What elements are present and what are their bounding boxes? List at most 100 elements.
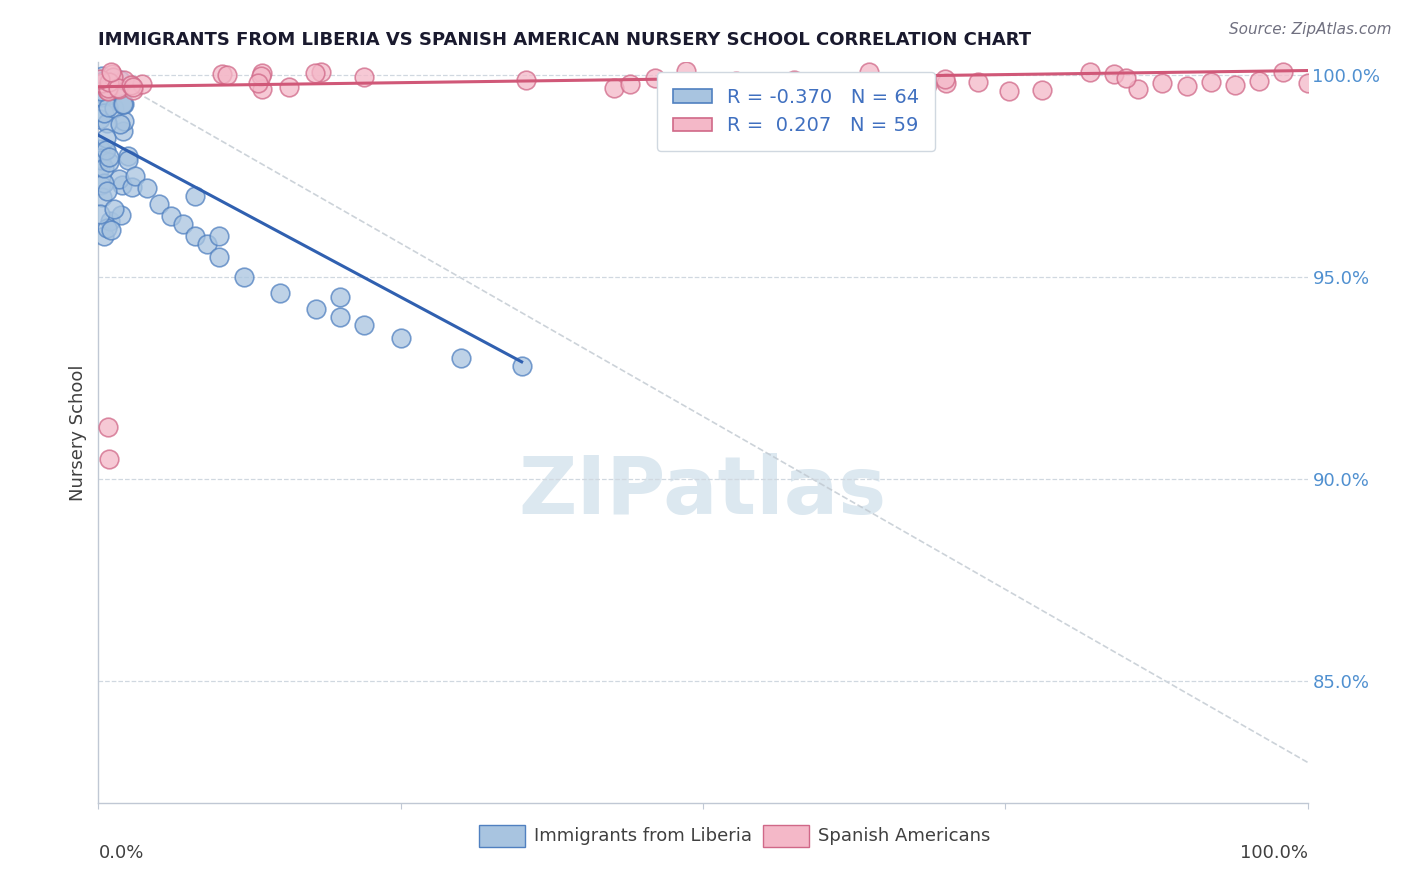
- Point: [389, 330, 412, 344]
- FancyBboxPatch shape: [763, 825, 810, 847]
- Point: [108, 118, 131, 132]
- Point: [510, 359, 533, 373]
- Point: [329, 310, 352, 325]
- Point: [730, 80, 752, 95]
- Point: [935, 77, 957, 91]
- Point: [89, 143, 111, 157]
- Point: [311, 65, 333, 79]
- Point: [644, 71, 666, 86]
- Point: [215, 68, 238, 82]
- Point: [90, 84, 112, 98]
- Point: [121, 79, 143, 94]
- Point: [91, 190, 114, 204]
- Point: [278, 80, 301, 95]
- Point: [97, 419, 120, 434]
- Point: [103, 101, 125, 115]
- Text: ZIPatlas: ZIPatlas: [519, 453, 887, 531]
- Point: [858, 65, 880, 79]
- Point: [96, 88, 118, 103]
- Point: [353, 318, 375, 333]
- Point: [98, 151, 121, 165]
- Point: [515, 73, 537, 87]
- Point: [172, 217, 194, 231]
- Point: [98, 451, 121, 466]
- Point: [353, 70, 375, 84]
- Point: [1272, 65, 1295, 79]
- Point: [117, 153, 139, 167]
- Point: [725, 74, 748, 88]
- Point: [112, 114, 135, 128]
- Point: [450, 351, 472, 365]
- Point: [91, 73, 114, 87]
- Point: [112, 73, 135, 87]
- Point: [869, 79, 891, 94]
- Point: [1223, 78, 1246, 92]
- Legend: R = -0.370   N = 64, R =  0.207   N = 59: R = -0.370 N = 64, R = 0.207 N = 59: [658, 72, 935, 151]
- Point: [131, 77, 153, 91]
- Point: [184, 189, 207, 203]
- Point: [1031, 83, 1053, 97]
- Point: [94, 143, 117, 157]
- Point: [93, 229, 115, 244]
- Point: [107, 81, 129, 95]
- Point: [998, 84, 1021, 98]
- Point: [89, 207, 111, 221]
- Point: [232, 269, 254, 284]
- Point: [1102, 67, 1125, 81]
- Point: [100, 222, 122, 236]
- Point: [184, 229, 207, 244]
- Point: [96, 83, 118, 97]
- Point: [1078, 65, 1101, 79]
- Point: [122, 83, 145, 97]
- Point: [103, 70, 125, 85]
- FancyBboxPatch shape: [479, 825, 526, 847]
- Point: [98, 155, 121, 169]
- Point: [97, 84, 120, 98]
- Point: [675, 63, 697, 78]
- Point: [91, 77, 114, 91]
- Point: [1128, 81, 1150, 95]
- Point: [111, 124, 134, 138]
- Point: [112, 96, 135, 111]
- Point: [98, 214, 121, 228]
- Point: [250, 82, 273, 96]
- Text: Spanish Americans: Spanish Americans: [818, 827, 990, 845]
- Text: Source: ZipAtlas.com: Source: ZipAtlas.com: [1229, 22, 1392, 37]
- Point: [90, 178, 112, 193]
- Point: [1115, 70, 1137, 85]
- Point: [90, 153, 112, 167]
- Point: [100, 64, 122, 78]
- Point: [250, 69, 273, 83]
- Point: [1175, 78, 1198, 93]
- Point: [967, 75, 990, 89]
- Point: [97, 80, 120, 95]
- Point: [91, 90, 114, 104]
- Point: [93, 106, 115, 120]
- Point: [934, 71, 956, 86]
- Point: [93, 161, 115, 175]
- Point: [1296, 76, 1319, 90]
- Point: [120, 78, 142, 92]
- Point: [89, 112, 111, 126]
- Point: [117, 149, 139, 163]
- Point: [619, 77, 641, 91]
- Point: [101, 70, 124, 84]
- Point: [104, 82, 127, 96]
- Point: [135, 181, 157, 195]
- Point: [120, 78, 142, 92]
- Point: [89, 161, 111, 175]
- Point: [121, 179, 143, 194]
- Point: [96, 116, 118, 130]
- Point: [246, 76, 269, 90]
- Point: [97, 75, 120, 89]
- Point: [252, 66, 274, 80]
- Point: [111, 178, 134, 193]
- Point: [93, 176, 115, 190]
- Text: 0.0%: 0.0%: [98, 844, 143, 862]
- Point: [160, 209, 183, 223]
- Point: [101, 67, 124, 81]
- Point: [96, 143, 118, 157]
- Point: [211, 67, 233, 81]
- Point: [917, 78, 939, 93]
- Point: [889, 78, 911, 93]
